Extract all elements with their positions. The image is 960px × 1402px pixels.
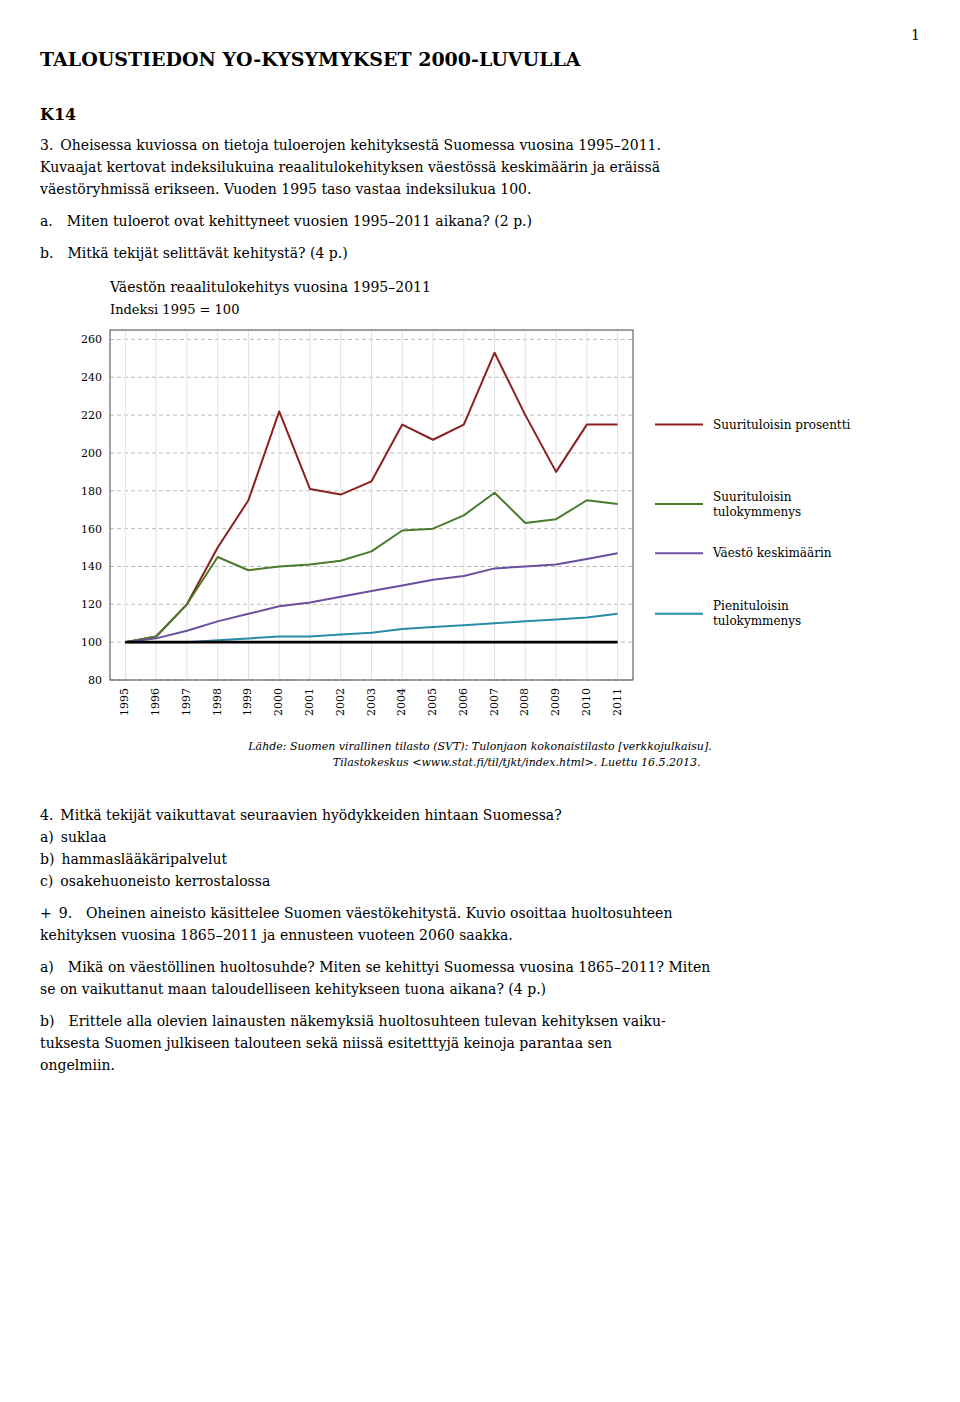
- baseline-line: [125, 641, 617, 644]
- x-tick-label: 2005: [426, 688, 439, 716]
- legend-swatch: [655, 503, 703, 505]
- background: [0, 0, 960, 1402]
- y-tick-label: 120: [81, 598, 102, 611]
- grid-line-x: [279, 330, 280, 680]
- grid-line-x: [494, 330, 495, 680]
- x-tick-label: 2010: [580, 688, 593, 716]
- y-tick-label: 180: [81, 485, 102, 498]
- x-tick-label: 1996: [149, 688, 162, 716]
- body-text: Kuvaajat kertovat indeksilukuina reaalit…: [40, 159, 660, 175]
- legend-swatch: [655, 613, 703, 615]
- grid: [110, 330, 633, 680]
- legend-label-line: Väestö keskimäärin: [712, 546, 832, 560]
- legend-label: Suurituloisintulokymmenys: [713, 490, 801, 519]
- grid-line-y: [110, 642, 633, 643]
- x-tick-label: 1995: [118, 688, 131, 716]
- legend-swatch: [655, 424, 703, 426]
- body-text: b) Erittele alla olevien lainausten näke…: [40, 1013, 666, 1029]
- page-title: TALOUSTIEDON YO-KYSYMYKSET 2000-LUVULLA: [40, 48, 581, 70]
- x-tick-label: 2011: [611, 688, 624, 716]
- chart-subtitle: Indeksi 1995 = 100: [110, 302, 239, 317]
- y-tick-label: 160: [81, 523, 102, 536]
- body-text: a) Mikä on väestöllinen huoltosuhde? Mit…: [40, 959, 710, 975]
- x-tick-label: 2004: [395, 688, 408, 716]
- body-text: tuksesta Suomen julkiseen talouteen sekä…: [40, 1035, 612, 1051]
- x-tick-label: 2000: [272, 688, 285, 716]
- grid-line-x: [402, 330, 403, 680]
- legend-label-line: tulokymmenys: [713, 505, 801, 519]
- series-line: [125, 353, 617, 642]
- y-tick-label: 140: [81, 560, 102, 573]
- grid-line-x: [340, 330, 341, 680]
- y-tick-label: 260: [81, 333, 102, 346]
- body-text: ongelmiin.: [40, 1057, 115, 1073]
- grid-line-x: [309, 330, 310, 680]
- legend-label: Väestö keskimäärin: [712, 546, 832, 560]
- body-text: + 9. Oheinen aineisto käsittelee Suomen …: [40, 905, 672, 921]
- legend-label-line: tulokymmenys: [713, 614, 801, 628]
- grid-line-x: [371, 330, 372, 680]
- y-tick-label: 200: [81, 447, 102, 460]
- legend-label: Suurituloisin prosentti: [713, 418, 851, 432]
- legend-swatch: [655, 552, 703, 554]
- legend: Suurituloisin prosenttiSuurituloisintulo…: [655, 418, 851, 629]
- y-tick-label: 80: [88, 674, 102, 687]
- body-text: 3. Oheisessa kuviossa on tietoja tuloero…: [40, 137, 661, 153]
- legend-label-line: Suurituloisin: [713, 490, 792, 504]
- legend-label: Pienituloisintulokymmenys: [713, 599, 801, 628]
- x-tick-label: 1999: [241, 688, 254, 716]
- x-tick-label: 2003: [365, 688, 378, 716]
- source-text: Lähde: Suomen virallinen tilasto (SVT): …: [247, 740, 711, 769]
- body-text: c) osakehuoneisto kerrostalossa: [40, 873, 270, 889]
- grid-line-x: [156, 330, 157, 680]
- page: 1 TALOUSTIEDON YO-KYSYMYKSET 2000-LUVULLA…: [0, 0, 960, 1402]
- x-tick-label: 2007: [488, 688, 501, 716]
- x-tick-label: 2002: [334, 688, 347, 716]
- body-text: b) hammaslääkäripalvelut: [40, 851, 228, 867]
- series-line: [125, 614, 617, 642]
- source-line: Lähde: Suomen virallinen tilasto (SVT): …: [247, 740, 711, 753]
- grid-line-x: [556, 330, 557, 680]
- body-text: a. Miten tuloerot ovat kehittyneet vuosi…: [40, 213, 532, 229]
- body-text: b. Mitkä tekijät selittävät kehitystä? (…: [40, 245, 348, 261]
- chart-title: Väestön reaalitulokehitys vuosina 1995–2…: [109, 279, 431, 295]
- axes: 80 100 120 140 160 180 200 220 240 260 1995 1996 199…: [81, 333, 624, 716]
- grid-line-x: [525, 330, 526, 680]
- x-tick-label: 2006: [457, 688, 470, 716]
- grid-line-x: [248, 330, 249, 680]
- series-group: [125, 353, 617, 642]
- grid-line-x: [586, 330, 587, 680]
- grid-line-x: [463, 330, 464, 680]
- body-text: kehityksen vuosina 1865–2011 ja ennustee…: [40, 927, 513, 943]
- x-tick-label: 1998: [211, 688, 224, 716]
- x-tick-label: 2001: [303, 688, 316, 716]
- grid-line-x: [186, 330, 187, 680]
- y-tick-label: 240: [81, 371, 102, 384]
- body-text: 4. Mitkä tekijät vaikuttavat seuraavien …: [40, 807, 562, 823]
- grid-line-x: [125, 330, 126, 680]
- legend-label-line: Suurituloisin prosentti: [713, 418, 851, 432]
- section-label: K14: [40, 105, 76, 124]
- plot-frame: [110, 330, 633, 680]
- source-line: Tilastokeskus <www.stat.fi/til/tjkt/inde…: [259, 756, 700, 769]
- page-number: 1: [911, 27, 920, 43]
- grid-line-x: [217, 330, 218, 680]
- series-line: [125, 553, 617, 642]
- x-tick-label: 2008: [518, 688, 531, 716]
- x-tick-label: 1997: [180, 688, 193, 716]
- x-tick-label: 2009: [549, 688, 562, 716]
- series-line: [125, 493, 617, 642]
- y-tick-label: 100: [81, 636, 102, 649]
- y-tick-label: 220: [81, 409, 102, 422]
- legend-label-line: Pienituloisin: [713, 599, 789, 613]
- body-text: väestöryhmissä erikseen. Vuoden 1995 tas…: [39, 181, 531, 197]
- body-text: se on vaikuttanut maan taloudelliseen ke…: [40, 981, 546, 997]
- body-text: a) suklaa: [40, 829, 107, 845]
